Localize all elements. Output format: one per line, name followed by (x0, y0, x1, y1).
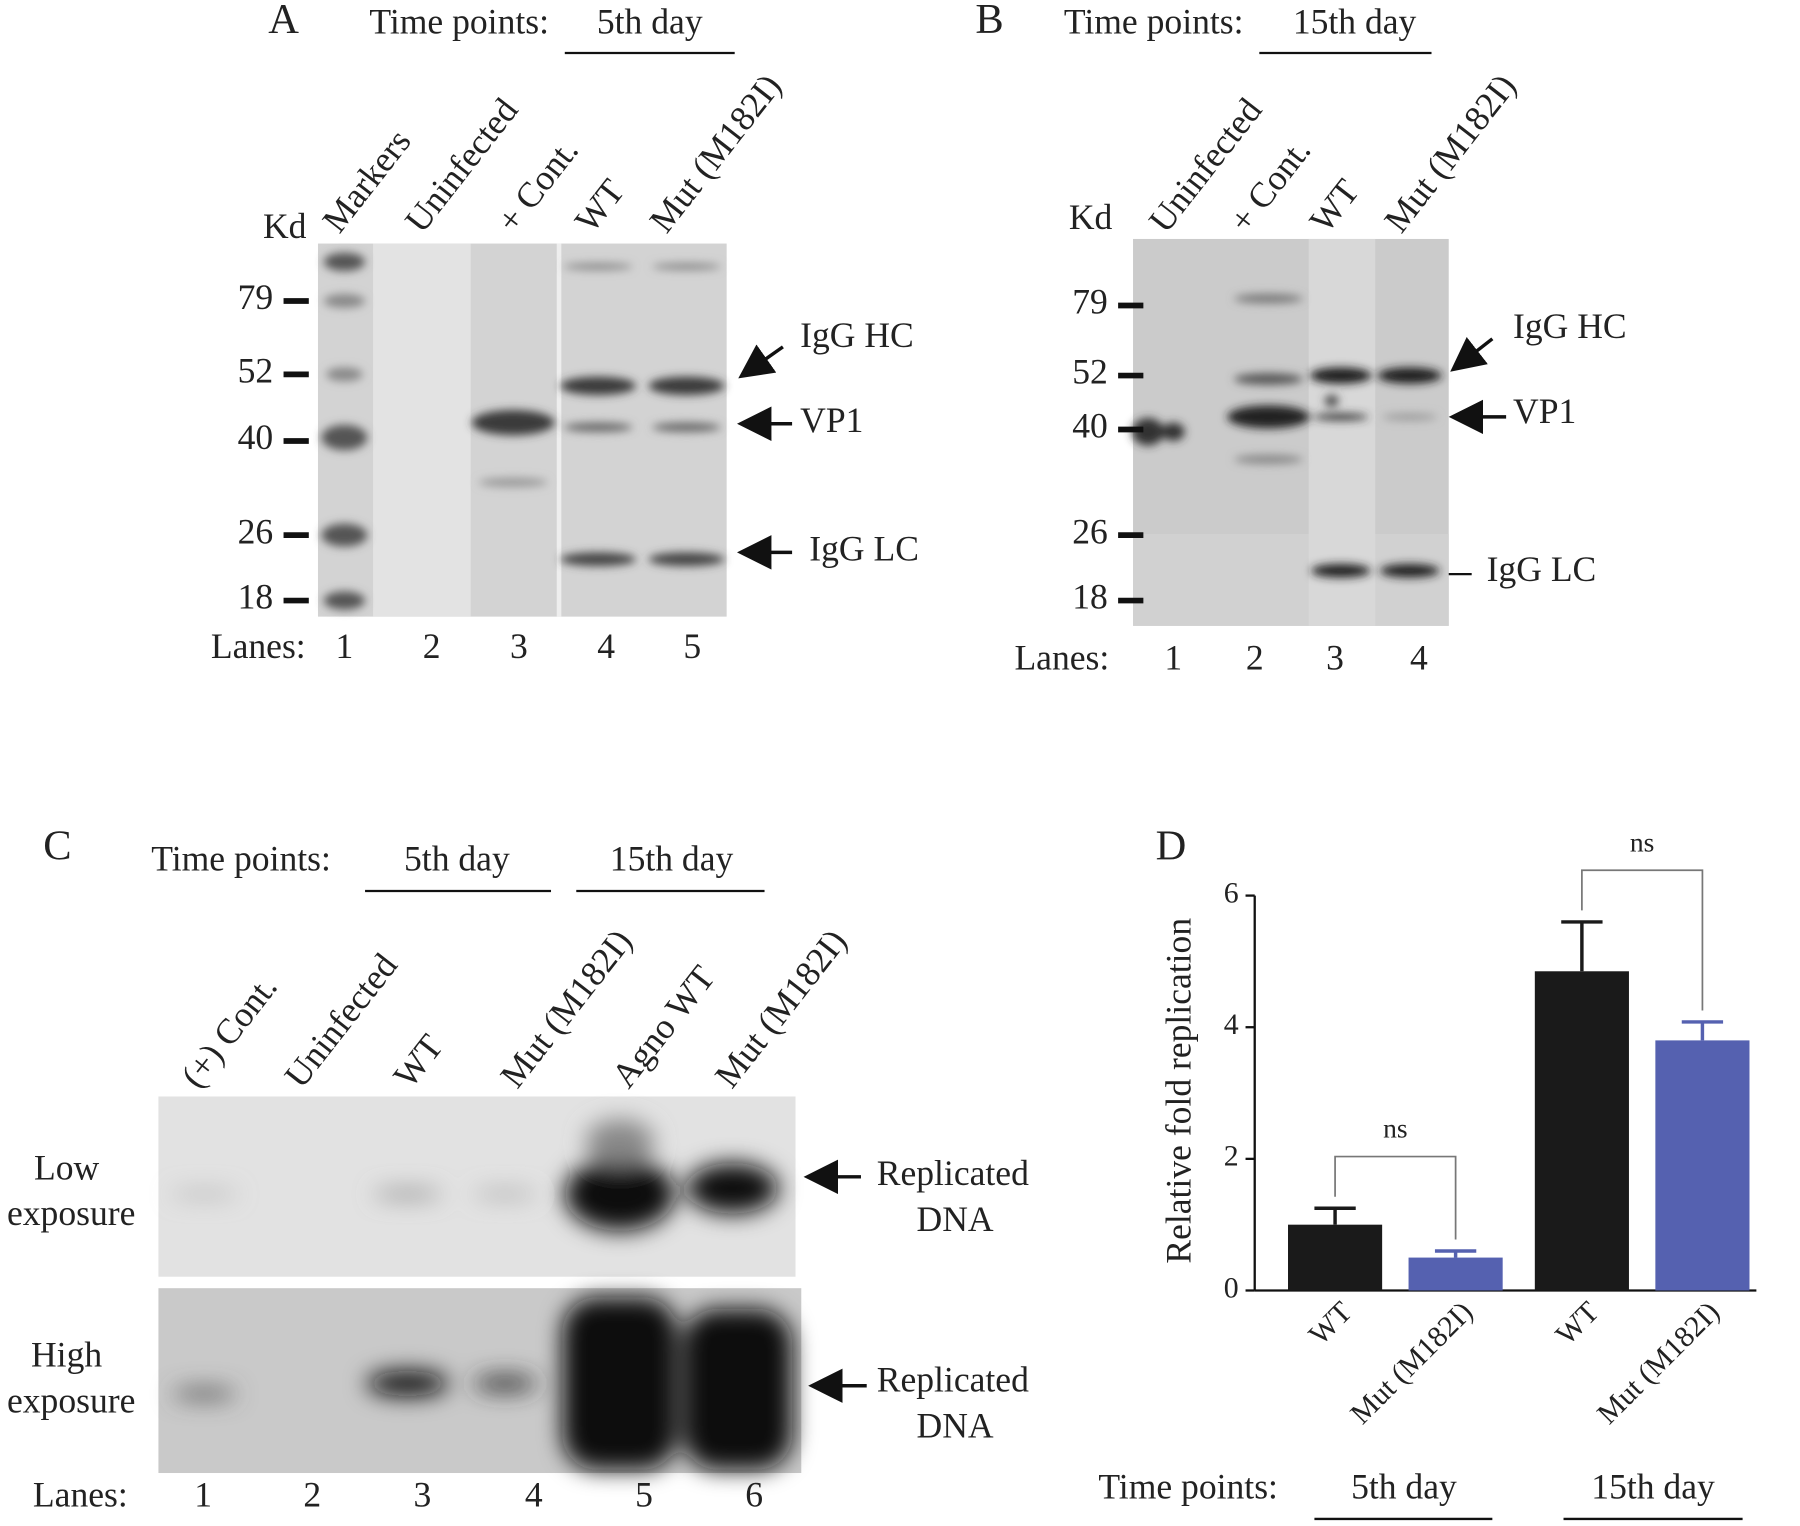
lanes-label: Lanes: (33, 1474, 128, 1514)
lane-number: 2 (423, 626, 441, 666)
lane-name: + Cont. (489, 131, 586, 240)
x-tick-label: Mut (M182I) (1344, 1295, 1479, 1430)
lane-name: Mut (M182I) (1376, 66, 1524, 239)
lane-number: 1 (1164, 638, 1182, 678)
underlines (365, 51, 1743, 1521)
lane-name: WT (1301, 171, 1367, 239)
bar (1408, 1257, 1503, 1291)
marker-label: 52 (1072, 352, 1108, 392)
significance-label: ns (1630, 826, 1655, 857)
band-label: Replicated (877, 1153, 1029, 1193)
band-label: Replicated (877, 1360, 1029, 1400)
group-label: 15th day (1591, 1466, 1715, 1506)
band-label: VP1 (800, 400, 863, 440)
lane-number: 3 (414, 1474, 432, 1514)
lane-number: 4 (525, 1474, 543, 1514)
marker-label: 40 (238, 417, 274, 457)
error-bar (1434, 1249, 1477, 1258)
panel-label: C (43, 822, 71, 869)
exposure-label: exposure (7, 1193, 135, 1233)
marker-label: 18 (1072, 577, 1108, 617)
marker-label: 26 (238, 511, 274, 551)
lane-number: 5 (635, 1474, 653, 1514)
y-axis-label: Relative fold replication (1159, 918, 1199, 1264)
x-tick-label: WT (1549, 1295, 1605, 1351)
lane-number: 1 (194, 1474, 212, 1514)
panel-label: A (268, 0, 299, 43)
bar (1655, 1040, 1750, 1291)
marker-label: 79 (1072, 282, 1108, 322)
time-points-label: Time points: (151, 838, 331, 878)
blot-a (317, 243, 727, 617)
lane-number: 3 (1326, 638, 1344, 678)
lane-name: Mut (M182I) (641, 66, 789, 239)
error-bar (1681, 1020, 1724, 1041)
bar (1534, 971, 1629, 1291)
time-points-label: Time points: (1098, 1466, 1278, 1506)
blot-b (1131, 238, 1449, 626)
marker-label: 40 (1072, 406, 1108, 446)
lanes-label: Lanes: (1014, 638, 1109, 678)
lane-name: Mut (M182I) (707, 922, 855, 1095)
lane-name: Markers (314, 122, 419, 240)
arrows (736, 336, 1507, 1403)
lane-number: 1 (335, 626, 353, 666)
time-points-label: Time points: (1064, 2, 1244, 42)
lane-number: 4 (1410, 638, 1428, 678)
lane-name: WT (385, 1027, 451, 1095)
blot-c (158, 1096, 802, 1474)
marker-label: 79 (238, 277, 274, 317)
lane-number: 2 (1246, 638, 1264, 678)
panel-label: B (975, 0, 1003, 43)
significance-bracket (1334, 1155, 1457, 1240)
bar (1288, 1224, 1383, 1291)
band-label: IgG HC (1513, 306, 1627, 346)
significance-bracket (1581, 869, 1704, 1011)
time-point: 15th day (610, 838, 734, 878)
lane-name: WT (567, 171, 633, 239)
y-tick-label: 2 (1224, 1140, 1239, 1173)
time-point: 5th day (597, 2, 703, 42)
y-tick-label: 6 (1224, 876, 1239, 909)
band-label: IgG LC (1487, 549, 1597, 589)
time-points-label: Time points: (369, 2, 549, 42)
error-bar (1314, 1206, 1356, 1225)
lane-number: 5 (683, 626, 701, 666)
lane-name: Uninfected (276, 946, 405, 1095)
lane-name: Agno WT (603, 958, 722, 1095)
band-label: IgG HC (800, 315, 914, 355)
band-label: IgG LC (809, 529, 919, 569)
lane-name: (+) Cont. (173, 967, 285, 1095)
x-tick-label: Mut (M182I) (1591, 1295, 1726, 1430)
band-label: DNA (917, 1199, 994, 1239)
group-label: 5th day (1351, 1466, 1457, 1506)
kd-label: Kd (1069, 197, 1113, 237)
band-label: DNA (917, 1406, 994, 1446)
lane-number: 2 (303, 1474, 321, 1514)
marker-label: 52 (238, 351, 274, 391)
lanes-label: Lanes: (211, 626, 306, 666)
marker-label: 26 (1072, 511, 1108, 551)
y-tick-label: 4 (1224, 1008, 1239, 1041)
error-bar (1561, 920, 1603, 972)
kd-label: Kd (263, 206, 307, 246)
exposure-label: exposure (7, 1380, 135, 1420)
lane-number: 6 (745, 1474, 763, 1514)
time-point: 15th day (1293, 2, 1417, 42)
panel-label: D (1156, 822, 1187, 869)
lane-number: 4 (597, 626, 615, 666)
significance-label: ns (1383, 1113, 1408, 1144)
marker-label: 18 (238, 577, 274, 617)
lane-number: 3 (510, 626, 528, 666)
exposure-label: Low (34, 1147, 100, 1187)
exposure-label: High (31, 1334, 102, 1374)
time-point: 5th day (404, 838, 510, 878)
x-tick-label: WT (1303, 1295, 1359, 1351)
y-tick-label: 0 (1224, 1271, 1239, 1304)
band-label: VP1 (1513, 391, 1576, 431)
